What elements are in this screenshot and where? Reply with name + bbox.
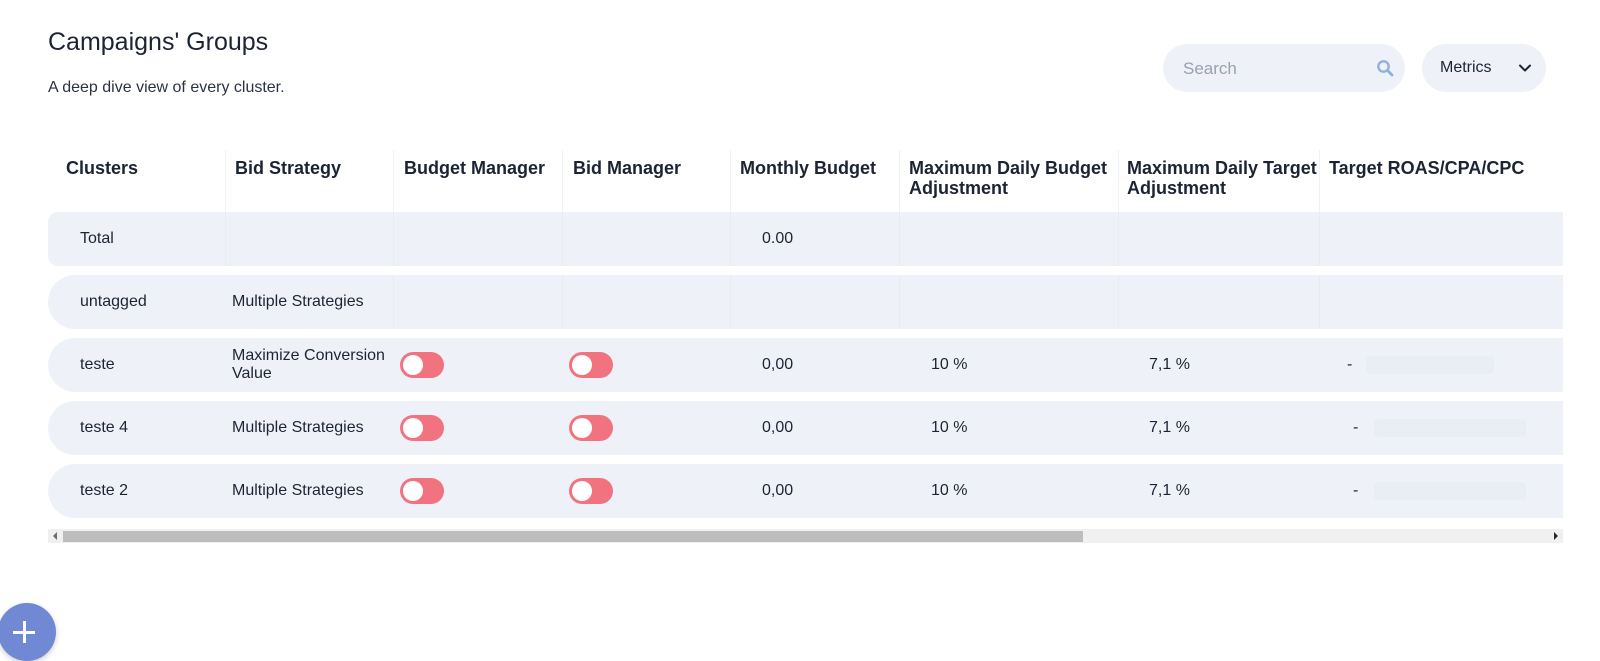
cluster-name: teste 2 (80, 482, 129, 499)
bid-manager-toggle[interactable] (569, 352, 613, 378)
monthly-budget-value: 0.00 (762, 230, 794, 247)
max-daily-budget-adjustment-value: 10 % (931, 419, 968, 436)
table-row[interactable]: teste 4 Multiple Strategies 0,00 10 % 7,… (48, 401, 1563, 455)
bid-strategy-value: Multiple Strategies (232, 482, 364, 499)
max-daily-target-adjustment-value: 7,1 % (1149, 482, 1190, 499)
scroll-left-arrow-icon[interactable] (53, 532, 57, 540)
monthly-budget-value: 0,00 (762, 482, 794, 499)
bid-strategy-value: Maximize Conversion Value (232, 347, 385, 382)
column-header-bid-manager[interactable]: Bid Manager (573, 158, 682, 178)
target-value: - (1347, 356, 1353, 373)
chevron-down-icon (1519, 64, 1531, 72)
clusters-table: Clusters Bid Strategy Budget Manager Bid… (48, 150, 1563, 546)
column-header-max-daily-target-adjustment[interactable]: Maximum Daily Target Adjustment (1127, 158, 1317, 198)
search-box[interactable] (1163, 44, 1405, 94)
table-row[interactable]: untagged Multiple Strategies (48, 275, 1563, 329)
search-input[interactable] (1181, 44, 1365, 94)
bid-manager-toggle[interactable] (569, 478, 613, 504)
target-value: - (1353, 482, 1359, 499)
add-button[interactable] (0, 603, 56, 661)
max-daily-target-adjustment-value: 7,1 % (1149, 356, 1190, 373)
cluster-name: untagged (80, 293, 147, 310)
bid-strategy-value: Multiple Strategies (232, 293, 364, 310)
max-daily-budget-adjustment-value: 10 % (931, 482, 968, 499)
column-header-target-roas-cpa-cpc[interactable]: Target ROAS/CPA/CPC (1329, 158, 1525, 178)
monthly-budget-value: 0,00 (762, 419, 794, 436)
column-header-monthly-budget[interactable]: Monthly Budget (740, 158, 876, 178)
table-row-total[interactable]: Total 0.00 (48, 212, 1563, 266)
target-input-placeholder[interactable] (1374, 419, 1526, 437)
target-value: - (1353, 419, 1359, 436)
column-header-bid-strategy[interactable]: Bid Strategy (235, 158, 342, 178)
bid-manager-toggle[interactable] (569, 415, 613, 441)
target-input-placeholder[interactable] (1366, 356, 1494, 374)
target-input-placeholder[interactable] (1374, 482, 1526, 500)
scroll-right-arrow-icon[interactable] (1554, 532, 1558, 540)
page-title: Campaigns' Groups (48, 28, 269, 56)
cluster-name: teste 4 (80, 419, 129, 436)
budget-manager-toggle[interactable] (400, 352, 444, 378)
metrics-dropdown[interactable]: Metrics (1422, 44, 1546, 92)
max-daily-budget-adjustment-value: 10 % (931, 356, 968, 373)
budget-manager-toggle[interactable] (400, 415, 444, 441)
metrics-label: Metrics (1440, 59, 1492, 76)
cluster-name: teste (80, 356, 115, 373)
column-header-budget-manager[interactable]: Budget Manager (404, 158, 546, 178)
page-subtitle: A deep dive view of every cluster. (48, 79, 285, 96)
table-row[interactable]: teste 2 Multiple Strategies 0,00 10 % 7,… (48, 464, 1563, 518)
column-header-clusters[interactable]: Clusters (66, 158, 139, 178)
monthly-budget-value: 0,00 (762, 356, 794, 373)
cluster-name: Total (80, 230, 114, 247)
scrollbar-thumb[interactable] (63, 531, 1083, 542)
column-header-max-daily-budget-adjustment[interactable]: Maximum Daily Budget Adjustment (909, 158, 1108, 198)
bid-strategy-value: Multiple Strategies (232, 419, 364, 436)
budget-manager-toggle[interactable] (400, 478, 444, 504)
table-row[interactable]: teste Maximize Conversion Value 0,00 10 … (48, 338, 1563, 392)
max-daily-target-adjustment-value: 7,1 % (1149, 419, 1190, 436)
horizontal-scrollbar[interactable] (48, 529, 1563, 543)
search-icon[interactable] (1376, 59, 1394, 77)
